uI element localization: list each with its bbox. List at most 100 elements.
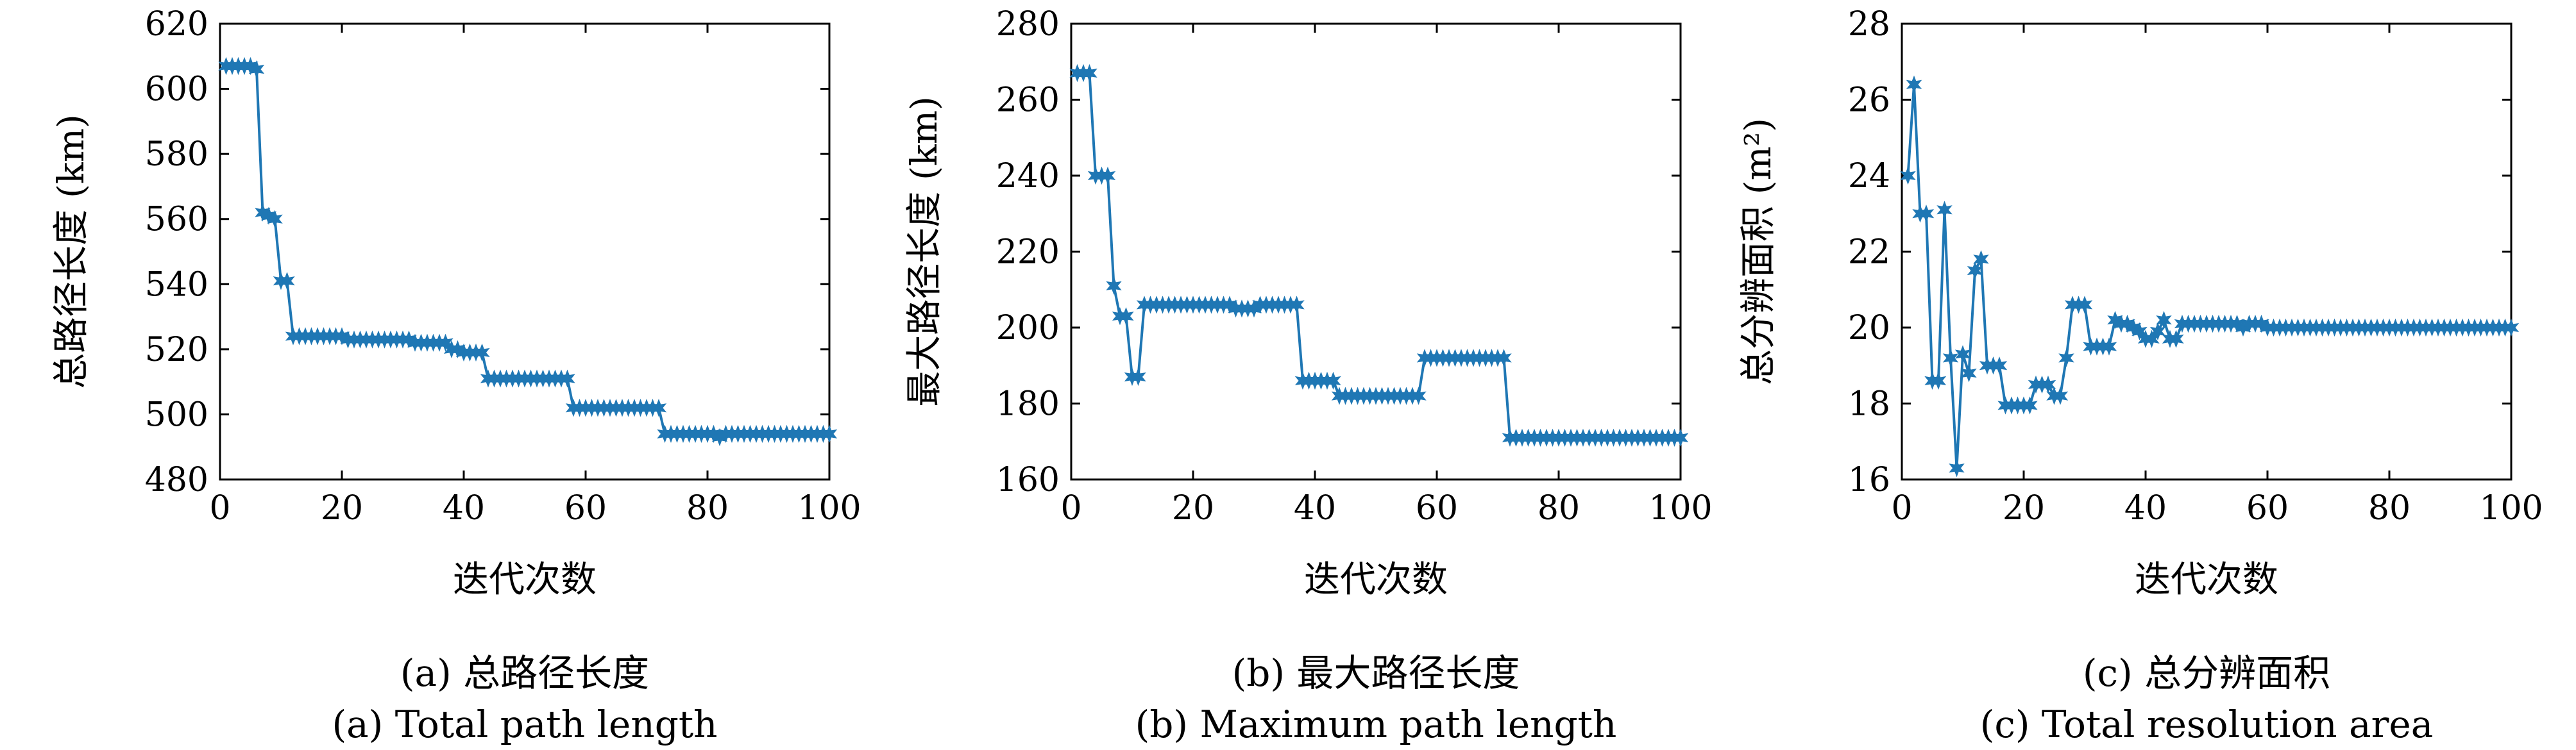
caption-english: (a) Total path length xyxy=(332,703,717,746)
data-point xyxy=(1118,307,1134,326)
data-point xyxy=(2076,296,2093,314)
data-point xyxy=(1672,428,1689,447)
series-line xyxy=(1906,84,2511,469)
x-axis-label: 迭代次数 xyxy=(2135,559,2278,601)
x-tick-label: 40 xyxy=(2124,489,2167,528)
y-tick-label: 580 xyxy=(145,135,208,174)
panel-maximum-path-length: 0 20 40 60 80 100 160 180 200 220 240 260 280 迭代次数 最大路… xyxy=(904,5,1713,746)
x-axis-label: 迭代次数 xyxy=(1304,559,1448,601)
y-tick-label: 560 xyxy=(145,201,208,239)
y-tick-label: 16 xyxy=(1848,461,1890,499)
y-tick-label: 500 xyxy=(145,396,208,434)
caption-chinese: (c) 总分辨面积 xyxy=(2083,651,2330,695)
x-tick-label: 80 xyxy=(686,489,729,528)
data-point xyxy=(821,424,838,444)
y-tick-label: 520 xyxy=(145,331,208,369)
y-tick-label: 480 xyxy=(145,461,208,499)
x-tick-label: 20 xyxy=(2003,489,2045,528)
y-tick-label: 620 xyxy=(145,5,208,44)
y-tick-label: 180 xyxy=(996,385,1060,424)
y-tick-label: 26 xyxy=(1848,81,1890,120)
data-point xyxy=(279,272,295,290)
data-point xyxy=(2022,396,2038,415)
data-point xyxy=(2131,322,2148,341)
series-line xyxy=(1077,72,1681,439)
x-tick-label: 100 xyxy=(1648,489,1712,528)
y-axis-label: 总分辨面积 (m²) xyxy=(1738,118,1779,385)
data-point xyxy=(2149,322,2166,341)
data-point xyxy=(1961,363,1977,383)
y-tick-label: 24 xyxy=(1848,157,1890,196)
y-tick-label: 600 xyxy=(145,71,208,109)
data-point xyxy=(1081,63,1097,83)
data-point xyxy=(1900,166,1916,185)
plot-frame xyxy=(1901,22,2512,481)
x-tick-label: 40 xyxy=(1294,489,1336,528)
x-tick-label: 60 xyxy=(564,489,607,528)
y-tick-label: 200 xyxy=(996,309,1060,347)
x-tick-label: 60 xyxy=(2246,489,2289,528)
data-point xyxy=(2503,318,2520,337)
data-point xyxy=(1411,387,1427,405)
caption-english: (c) Total resolution area xyxy=(1980,703,2434,746)
y-axis-label: 最大路径长度 (km) xyxy=(904,96,945,407)
data-point xyxy=(1954,345,1971,363)
data-point xyxy=(2156,311,2172,329)
x-tick-label: 0 xyxy=(1060,489,1081,528)
x-tick-label: 20 xyxy=(1172,489,1214,528)
x-axis-label: 迭代次数 xyxy=(453,559,597,601)
data-point xyxy=(1967,262,1983,280)
x-tick-label: 100 xyxy=(2479,489,2543,528)
data-point xyxy=(1936,201,1953,219)
y-tick-label: 18 xyxy=(1848,385,1890,424)
data-point xyxy=(1918,204,1935,223)
data-point xyxy=(474,343,490,362)
data-point xyxy=(248,60,265,79)
y-tick-label: 20 xyxy=(1848,309,1890,347)
y-tick-label: 160 xyxy=(996,461,1060,499)
data-point xyxy=(1942,349,1959,367)
data-point xyxy=(1991,356,2008,375)
data-point xyxy=(1325,371,1341,390)
data-point xyxy=(1906,75,1922,94)
plot-frame xyxy=(1070,22,1682,481)
x-tick-label: 60 xyxy=(1416,489,1458,528)
data-point xyxy=(559,369,575,388)
y-tick-label: 280 xyxy=(996,5,1060,44)
data-point xyxy=(2101,337,2117,356)
data-point xyxy=(267,210,283,228)
plot-frame xyxy=(219,22,831,481)
caption-chinese: (b) 最大路径长度 xyxy=(1232,651,1520,695)
data-point xyxy=(1930,371,1947,390)
panel-total-resolution-area: 0 20 40 60 80 100 16 18 20 22 24 26 28 迭代次数 总分辨面积 (m²)… xyxy=(1738,5,2543,746)
x-tick-label: 0 xyxy=(209,489,230,528)
y-tick-label: 220 xyxy=(996,233,1060,272)
x-tick-label: 100 xyxy=(797,489,861,528)
caption-english: (b) Maximum path length xyxy=(1135,703,1617,746)
x-tick-label: 80 xyxy=(1538,489,1580,528)
x-tick-label: 20 xyxy=(321,489,363,528)
x-tick-label: 0 xyxy=(1891,489,1912,528)
y-axis-label: 总路径长度 (km) xyxy=(51,114,92,389)
y-tick-label: 540 xyxy=(145,265,208,304)
data-point xyxy=(1973,250,1989,269)
data-point xyxy=(1496,349,1512,367)
data-point xyxy=(1289,296,1305,314)
data-point xyxy=(2052,387,2069,405)
y-tick-label: 28 xyxy=(1848,5,1890,44)
y-tick-label: 240 xyxy=(996,157,1060,196)
y-tick-label: 260 xyxy=(996,81,1060,120)
data-point xyxy=(437,333,453,352)
panel-total-path-length: 0 20 40 60 80 100 480 500 520 540 560 580 600 620 迭代次数… xyxy=(51,5,861,746)
data-point xyxy=(650,399,667,417)
x-tick-label: 80 xyxy=(2368,489,2411,528)
data-point xyxy=(1130,367,1146,387)
y-tick-label: 22 xyxy=(1848,233,1890,272)
data-point xyxy=(2058,349,2074,367)
data-point xyxy=(1949,459,1965,478)
caption-chinese: (a) 总路径长度 xyxy=(400,651,649,695)
data-point xyxy=(1099,166,1116,185)
data-point xyxy=(1106,276,1122,295)
data-point xyxy=(2168,329,2184,348)
